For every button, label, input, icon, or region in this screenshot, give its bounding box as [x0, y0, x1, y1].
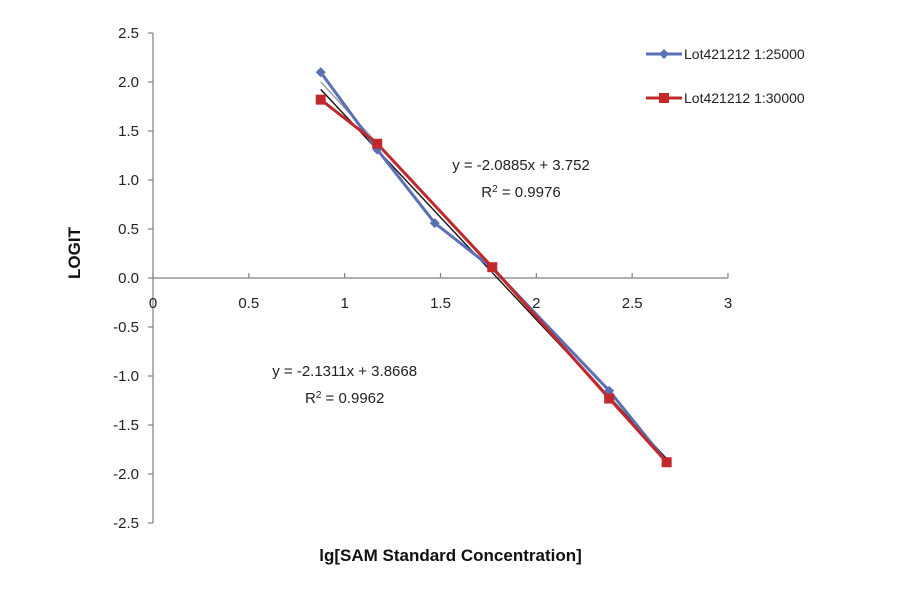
x-tick-label: 2 — [532, 295, 540, 312]
y-tick-label: 2.5 — [118, 25, 139, 42]
data-point — [604, 393, 615, 404]
data-point — [659, 93, 669, 103]
y-axis-ticks: 2.5 2.0 1.5 1.0 0.5 0.0 -0.5 -1.0 -1.5 -2.0 -2.5 — [113, 25, 153, 532]
data-point — [487, 262, 498, 273]
y-tick-label: -1.0 — [113, 368, 139, 385]
y-tick-label: 1.5 — [118, 123, 139, 140]
y-tick-label: 0.0 — [118, 270, 139, 287]
x-axis-title: lg[SAM Standard Concentration] — [319, 546, 582, 565]
series-line — [319, 98, 669, 464]
y-tick-label: 1.0 — [118, 172, 139, 189]
data-point — [372, 138, 383, 149]
r-squared-label: R2 = 0.9976 — [481, 184, 560, 202]
x-tick-label: 1.5 — [430, 295, 451, 312]
x-tick-label: 0 — [149, 295, 157, 312]
r-squared-label: R2 = 0.9962 — [305, 390, 384, 408]
x-tick-label: 0.5 — [238, 295, 259, 312]
x-tick-label: 2.5 — [622, 295, 643, 312]
y-tick-label: -2.0 — [113, 466, 139, 483]
legend: Lot421212 1:25000 Lot421212 1:30000 — [646, 46, 805, 106]
legend-label: Lot421212 1:30000 — [684, 90, 805, 106]
series-markers — [315, 67, 672, 468]
data-point — [661, 457, 672, 468]
data-point — [659, 49, 669, 59]
data-point — [429, 218, 440, 229]
trendline-equation: y = -2.1311x + 3.8668 — [272, 363, 417, 380]
y-tick-label: -2.5 — [113, 515, 139, 532]
y-tick-label: -0.5 — [113, 319, 139, 336]
trendline-equation: y = -2.0885x + 3.752 — [452, 157, 590, 174]
data-point — [315, 67, 326, 78]
y-tick-label: 0.5 — [118, 221, 139, 238]
data-point — [315, 94, 326, 105]
data-point — [604, 385, 615, 396]
y-tick-label: -1.5 — [113, 417, 139, 434]
x-tick-label: 1 — [340, 295, 348, 312]
legend-label: Lot421212 1:25000 — [684, 46, 805, 62]
x-tick-label: 3 — [724, 295, 732, 312]
y-axis-title: LOGIT — [65, 226, 84, 279]
x-axis-ticks: 0 0.5 1 1.5 2 2.5 3 — [149, 273, 732, 312]
annotations: y = -2.0885x + 3.752 R2 = 0.9976 y = -2.13… — [272, 157, 590, 407]
y-tick-label: 2.0 — [118, 74, 139, 91]
